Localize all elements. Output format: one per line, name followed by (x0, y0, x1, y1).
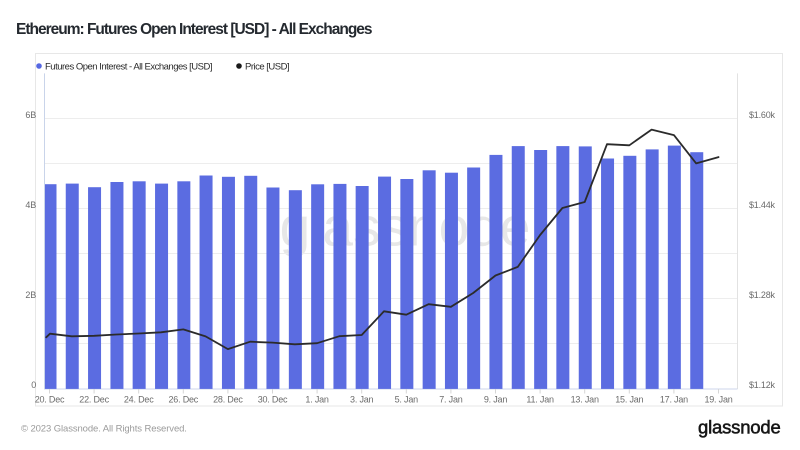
svg-text:11. Jan: 11. Jan (526, 394, 554, 404)
svg-text:© 2023 Glassnode. All Rights R: © 2023 Glassnode. All Rights Reserved. (21, 424, 187, 435)
svg-text:3. Jan: 3. Jan (350, 394, 374, 404)
svg-text:1. Jan: 1. Jan (305, 394, 329, 404)
svg-text:15. Jan: 15. Jan (615, 394, 643, 404)
svg-text:9. Jan: 9. Jan (484, 394, 508, 404)
svg-text:$1.12k: $1.12k (749, 380, 776, 390)
svg-text:24. Dec: 24. Dec (124, 394, 154, 404)
svg-text:Price [USD]: Price [USD] (245, 61, 289, 72)
svg-text:30. Dec: 30. Dec (258, 394, 288, 404)
svg-text:$1.60k: $1.60k (749, 110, 776, 120)
svg-text:$1.44k: $1.44k (749, 200, 776, 210)
svg-text:2B: 2B (25, 290, 36, 300)
svg-text:0: 0 (31, 380, 36, 390)
svg-text:4B: 4B (25, 200, 36, 210)
svg-text:glassnode: glassnode (698, 417, 781, 438)
svg-text:19. Jan: 19. Jan (704, 394, 732, 404)
svg-text:5. Jan: 5. Jan (395, 394, 419, 404)
svg-text:17. Jan: 17. Jan (660, 394, 688, 404)
svg-text:6B: 6B (25, 110, 36, 120)
svg-text:26. Dec: 26. Dec (168, 394, 198, 404)
svg-text:13. Jan: 13. Jan (571, 394, 599, 404)
svg-text:28. Dec: 28. Dec (213, 394, 243, 404)
svg-text:Futures Open Interest - All Ex: Futures Open Interest - All Exchanges [U… (45, 61, 212, 72)
svg-text:20. Dec: 20. Dec (35, 394, 65, 404)
svg-text:22. Dec: 22. Dec (79, 394, 109, 404)
svg-text:7. Jan: 7. Jan (439, 394, 463, 404)
svg-text:$1.28k: $1.28k (749, 290, 776, 300)
svg-text:Ethereum: Futures Open Interes: Ethereum: Futures Open Interest [USD] - … (16, 21, 372, 38)
